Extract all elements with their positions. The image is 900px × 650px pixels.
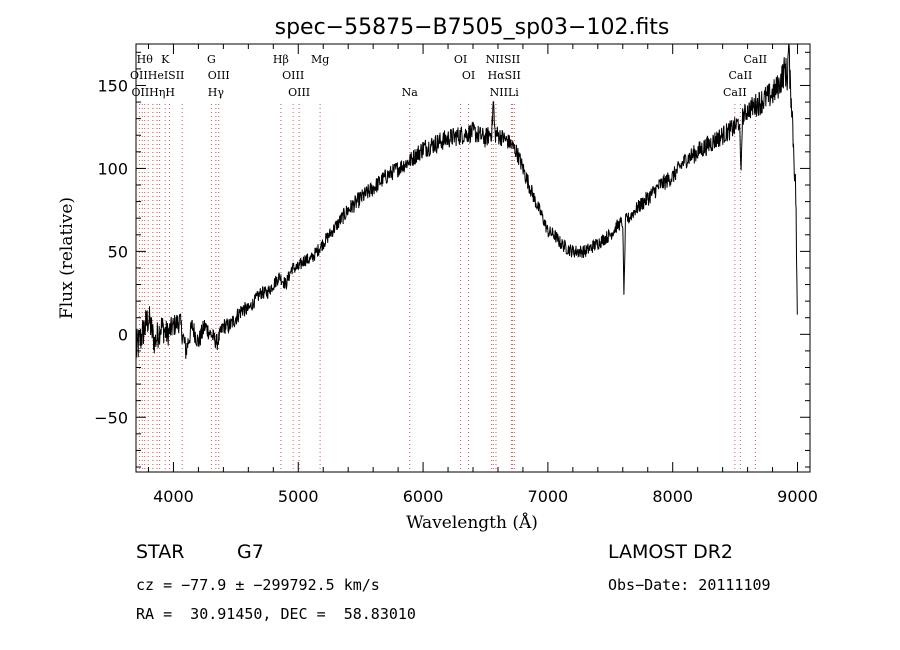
spectral-line-label: HαSII — [488, 69, 521, 82]
y-tick-label: 150 — [97, 76, 128, 95]
spectral-line-label: NIILi — [490, 86, 520, 99]
chart-title: spec−55875−B7505_sp03−102.fits — [275, 15, 670, 40]
subclass-label: G7 — [237, 541, 264, 563]
y-tick-label: 100 — [97, 159, 128, 178]
spectral-line-label: OIII — [288, 86, 310, 99]
spectral-line-label: Na — [402, 86, 419, 99]
x-tick-label: 4000 — [153, 487, 194, 506]
spectral-line-label: Hθ — [137, 53, 154, 66]
spectral-line-label: OIIHηH — [131, 86, 174, 99]
spectral-line-label: Mg — [311, 53, 329, 66]
survey-label: LAMOST DR2 — [608, 541, 733, 563]
spectrum-series — [135, 43, 798, 359]
spectral-line-label: CaII — [729, 69, 753, 82]
spectral-line-label: OIII — [208, 69, 230, 82]
spectral-line-label: Hβ — [273, 53, 289, 66]
spectral-line-label: OIII — [282, 69, 304, 82]
spectral-line-label: G — [207, 53, 216, 66]
spectral-line-markers — [138, 104, 756, 472]
object-type-label: STAR — [136, 541, 185, 563]
spectral-line-label: OI — [462, 69, 475, 82]
x-tick-label: 9000 — [777, 487, 818, 506]
spectral-line-label: CaII — [723, 86, 747, 99]
spectral-line-label: NIISII — [486, 53, 521, 66]
x-tick-label: 6000 — [403, 487, 444, 506]
plot-frame — [135, 43, 811, 473]
x-axis-label: Wavelength (Å) — [406, 512, 538, 533]
spectral-line-label: K — [161, 53, 170, 66]
x-tick-label: 8000 — [652, 487, 693, 506]
spectral-line-label: OIIHeISII — [130, 69, 184, 82]
spectral-line-label: OI — [454, 53, 467, 66]
redshift-readout: cz = −77.9 ± −299792.5 km/s — [136, 576, 380, 594]
y-axis: −50 0 50 100 150 — [94, 51, 810, 468]
y-axis-label: Flux (relative) — [57, 197, 77, 319]
coordinates-readout: RA = 30.91450, DEC = 58.83010 — [136, 605, 416, 623]
obs-date-readout: Obs−Date: 20111109 — [608, 576, 771, 594]
y-tick-label: 50 — [108, 242, 128, 261]
spectrum-line — [135, 43, 798, 359]
x-axis: 4000 5000 6000 7000 8000 9000 — [147, 44, 818, 506]
y-tick-label: 0 — [118, 325, 128, 344]
x-tick-label: 7000 — [528, 487, 569, 506]
spectral-line-label: CaII — [743, 53, 767, 66]
x-tick-label: 5000 — [278, 487, 319, 506]
spectral-line-labels: Hθ K G Hβ Mg OI NIISII CaII OIIHeISII OIII OIII OI H… — [130, 53, 767, 99]
spectral-line-label: Hγ — [208, 86, 225, 99]
y-tick-label: −50 — [94, 408, 128, 427]
